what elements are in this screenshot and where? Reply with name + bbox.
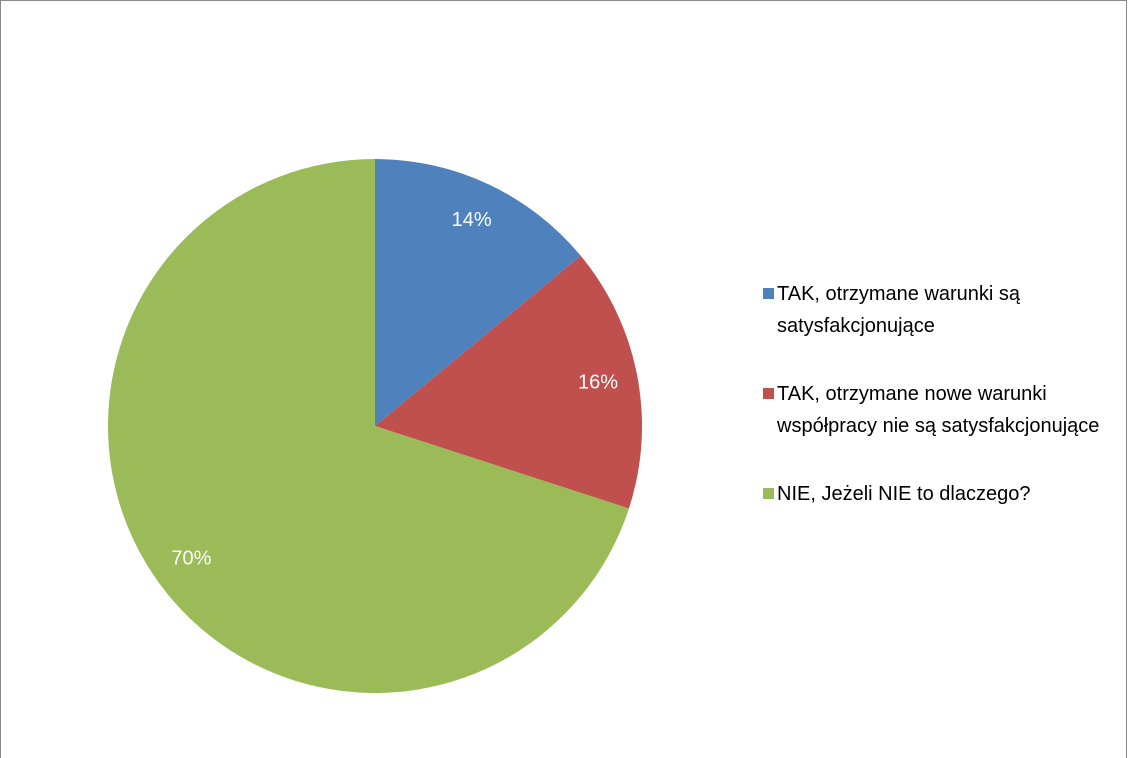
data-label: 14% xyxy=(452,209,492,231)
legend-item: TAK, otrzymane nowe warunki współpracy n… xyxy=(758,378,1108,442)
pie-slice xyxy=(375,255,643,509)
legend: TAK, otrzymane warunki są satysfakcjonuj… xyxy=(758,278,1108,510)
data-label: 70% xyxy=(171,548,211,570)
legend-label: TAK, otrzymane warunki są satysfakcjonuj… xyxy=(777,283,1021,337)
legend-item: NIE, Jeżeli NIE to dlaczego? xyxy=(758,478,1108,510)
legend-label: TAK, otrzymane nowe warunki współpracy n… xyxy=(777,383,1100,437)
legend-swatch xyxy=(763,488,774,499)
legend-swatch xyxy=(763,388,774,399)
data-label: 16% xyxy=(578,372,618,394)
legend-label: NIE, Jeżeli NIE to dlaczego? xyxy=(777,483,1031,505)
pie-slice xyxy=(375,159,581,426)
pie-slice xyxy=(107,159,629,693)
legend-item: TAK, otrzymane warunki są satysfakcjonuj… xyxy=(758,278,1108,342)
legend-swatch xyxy=(763,288,774,299)
